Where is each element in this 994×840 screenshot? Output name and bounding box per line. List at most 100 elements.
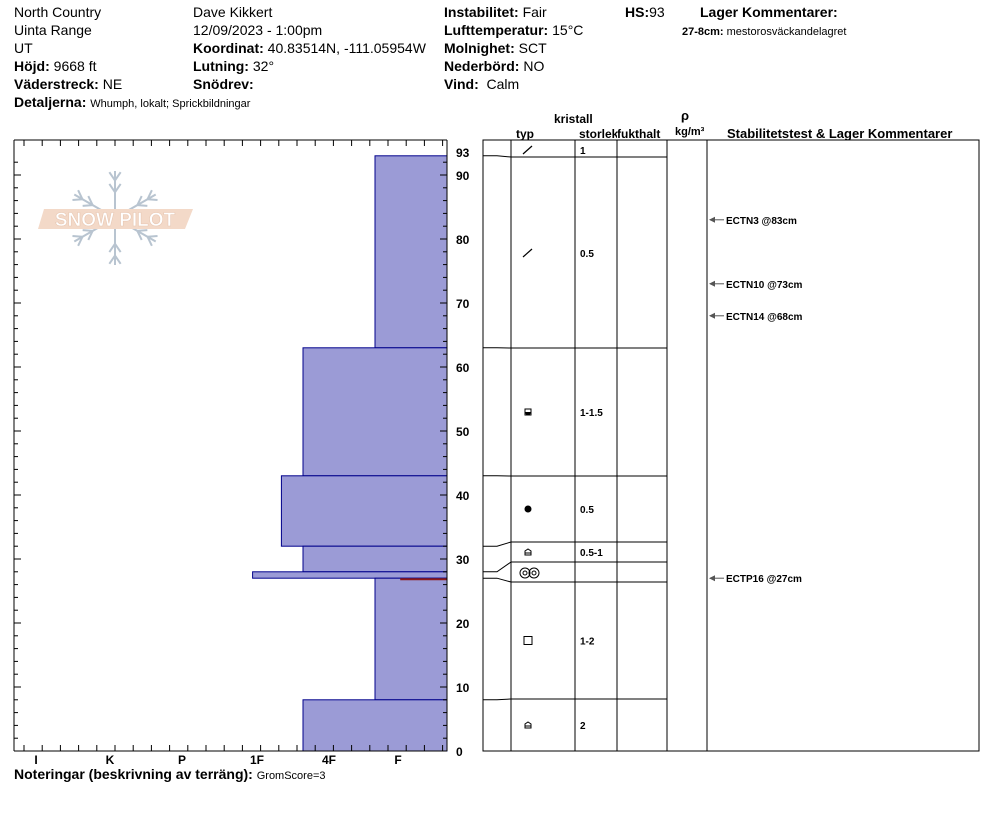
rounded-icon (524, 505, 532, 513)
stability-test-label: ECTN14 @68cm (726, 312, 803, 323)
hardness-tick-label: 4F (322, 753, 336, 767)
range: Uinta Range (14, 22, 92, 38)
depth-connector (483, 698, 512, 701)
y-tick-label: 30 (456, 553, 470, 567)
hardness-tick-label: 1F (250, 753, 264, 767)
observer: Dave Kikkert (193, 4, 273, 20)
crystal-size-label: 0.5 (580, 249, 594, 260)
hs-value: 93 (649, 4, 665, 20)
depth-hoar-icon (524, 548, 532, 556)
snowpilot-logo: SNOW PILOT (38, 171, 193, 265)
wind-value: Calm (486, 76, 520, 92)
col-rho: ρ (681, 108, 690, 123)
flake-branch (72, 198, 83, 201)
instability-value: Fair (522, 4, 547, 20)
arrowhead-icon (709, 312, 715, 319)
flake-branch (136, 195, 143, 206)
flake-branch (87, 195, 94, 206)
flake-branch (108, 171, 116, 181)
hardness-layer-bar (302, 347, 448, 477)
stability-test-label: ECTN10 @73cm (726, 280, 803, 291)
sky-label: Molnighet: (444, 40, 515, 56)
flake-branch (114, 243, 122, 253)
precip-particles-icon (522, 248, 533, 258)
y-tick-label: 60 (456, 361, 470, 375)
col-stability: Stabilitetstest & Lager Kommentarer (727, 126, 953, 141)
flake-branch (108, 243, 116, 253)
layer-comments-label: Lager Kommentarer: (700, 4, 838, 20)
flake-branch (87, 230, 94, 241)
layer-comment-depth: 27-8cm: (682, 26, 724, 38)
logo-banner (38, 209, 193, 229)
col-moisture: fukthalt (617, 127, 661, 141)
flake-branch (136, 230, 143, 241)
instability-label: Instabilitet: (444, 4, 519, 20)
flake-branch (114, 255, 122, 265)
stability-test-label: ECTN3 @83cm (726, 216, 797, 227)
y-tick-label: 0 (456, 745, 463, 759)
drift-label: Snödrev: (193, 76, 254, 92)
flake-branch (108, 255, 116, 265)
logo-text: SNOW PILOT (55, 210, 176, 231)
coord-value: 40.83514N, -111.05954W (267, 40, 426, 56)
hardness-layer-bar (252, 571, 448, 579)
y-tick-label: 40 (456, 489, 470, 503)
aspect-value: NE (102, 76, 123, 92)
crystal-size-label: 1-1.5 (580, 408, 603, 419)
sky-value: SCT (518, 40, 547, 56)
flake-branch (147, 235, 158, 238)
layer-comment-text: mestorosväckandelagret (726, 26, 847, 38)
crystal-size-label: 0.5-1 (580, 548, 603, 559)
y-tick-label: 70 (456, 297, 470, 311)
layer-comment: 27-8cm: mestorosväckandelagret (682, 24, 846, 41)
instability: Instabilitet: Fair (444, 4, 547, 21)
hardness-tick-label: I (34, 753, 37, 767)
faceted-icon (523, 636, 533, 645)
hs: HS:93 (625, 4, 665, 21)
airtemp-value: 15°C (552, 22, 584, 38)
hardness-layer-bar (302, 545, 448, 573)
flake-branch (114, 171, 122, 181)
flake-branch (137, 204, 148, 207)
location: North Country (14, 4, 102, 20)
flake-branch (77, 189, 84, 200)
flake-branch (82, 229, 93, 232)
flake-branch (82, 204, 93, 207)
crystal-size-label: 0.5 (580, 505, 594, 516)
slope: Lutning: 32° (193, 58, 274, 75)
notes-label: Noteringar (beskrivning av terräng): (14, 766, 253, 782)
wind: Vind: Calm (444, 76, 519, 93)
details-value: Whumph, lokalt; Sprickbildningar (90, 98, 251, 110)
y-tick-label: 80 (456, 233, 470, 247)
hardness-tick-label: K (106, 753, 115, 767)
crystal-size-label: 2 (580, 721, 586, 732)
crystal-table-frame (482, 139, 980, 752)
precip: Nederbörd: NO (444, 58, 544, 75)
precip-particles-icon (522, 145, 533, 155)
depth-connector (483, 561, 512, 573)
col-type: typ (516, 127, 534, 141)
notes-value: GromScore=3 (256, 770, 326, 782)
crystal-size-label: 1 (580, 146, 586, 157)
crystal-size-label: 1-2 (580, 637, 595, 648)
y-tick-label: 90 (456, 169, 470, 183)
details: Detaljerna: Whumph, lokalt; Sprickbildni… (14, 94, 250, 113)
y-tick-label: 20 (456, 617, 470, 631)
slope-value: 32° (252, 58, 275, 74)
hardness-layer-bar (302, 699, 448, 752)
datetime: 12/09/2023 - 1:00pm (193, 22, 323, 38)
hardness-layer-bar (374, 155, 448, 349)
wind-label: Vind: (444, 76, 479, 92)
notes: Noteringar (beskrivning av terräng): Gro… (14, 766, 326, 785)
coord-label: Koordinat: (193, 40, 264, 56)
airtemp-label: Lufttemperatur: (444, 22, 549, 38)
flake-branch (114, 183, 122, 193)
sky: Molnighet: SCT (444, 40, 547, 57)
air-temp: Lufttemperatur: 15°C (444, 22, 583, 39)
elevation-value: 9668 ft (53, 58, 97, 74)
col-crystal: kristall (554, 112, 593, 126)
elevation: Höjd: 9668 ft (14, 58, 96, 75)
arrowhead-icon (709, 216, 715, 223)
flake-branch (146, 189, 153, 200)
flake-branch (77, 236, 84, 247)
